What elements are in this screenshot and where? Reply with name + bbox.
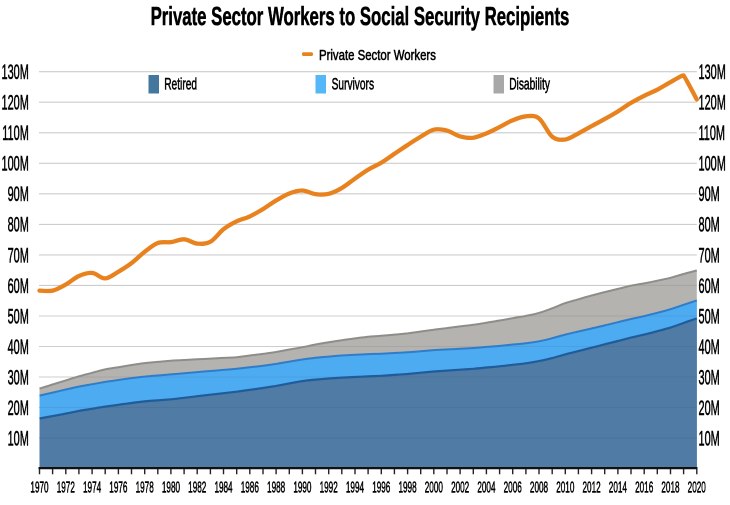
svg-text:70M: 70M bbox=[699, 243, 720, 267]
svg-text:60M: 60M bbox=[699, 274, 720, 298]
svg-text:100M: 100M bbox=[699, 152, 726, 176]
svg-text:10M: 10M bbox=[8, 427, 29, 451]
svg-text:2008: 2008 bbox=[530, 479, 548, 497]
svg-text:2016: 2016 bbox=[635, 479, 653, 497]
svg-text:1986: 1986 bbox=[241, 479, 259, 497]
svg-text:2020: 2020 bbox=[688, 479, 706, 497]
svg-text:30M: 30M bbox=[8, 366, 29, 390]
svg-text:100M: 100M bbox=[2, 152, 29, 176]
svg-text:1982: 1982 bbox=[188, 479, 206, 497]
svg-text:2002: 2002 bbox=[451, 479, 469, 497]
svg-text:1984: 1984 bbox=[214, 479, 232, 497]
svg-text:Retired: Retired bbox=[164, 74, 197, 93]
svg-text:110M: 110M bbox=[2, 121, 28, 145]
svg-text:Disability: Disability bbox=[509, 74, 550, 93]
svg-text:70M: 70M bbox=[8, 243, 29, 267]
svg-text:2014: 2014 bbox=[609, 479, 627, 497]
svg-text:1996: 1996 bbox=[372, 479, 390, 497]
svg-text:2004: 2004 bbox=[477, 479, 495, 497]
svg-text:30M: 30M bbox=[699, 366, 720, 390]
svg-text:90M: 90M bbox=[8, 182, 29, 206]
svg-text:90M: 90M bbox=[699, 182, 720, 206]
svg-text:1988: 1988 bbox=[267, 479, 285, 497]
svg-text:1976: 1976 bbox=[109, 479, 127, 497]
svg-text:20M: 20M bbox=[699, 396, 720, 420]
svg-text:20M: 20M bbox=[8, 396, 29, 420]
svg-text:40M: 40M bbox=[699, 335, 720, 359]
svg-text:40M: 40M bbox=[8, 335, 29, 359]
svg-text:1980: 1980 bbox=[162, 479, 180, 497]
svg-text:110M: 110M bbox=[699, 121, 725, 145]
svg-text:Private Sector Workers to Soci: Private Sector Workers to Social Securit… bbox=[151, 1, 570, 31]
svg-text:130M: 130M bbox=[2, 60, 29, 84]
svg-text:50M: 50M bbox=[8, 305, 29, 329]
svg-text:2000: 2000 bbox=[425, 479, 443, 497]
svg-text:Survivors: Survivors bbox=[332, 74, 374, 93]
svg-text:80M: 80M bbox=[699, 213, 720, 237]
svg-text:50M: 50M bbox=[699, 305, 720, 329]
svg-text:60M: 60M bbox=[8, 274, 29, 298]
svg-text:Private Sector Workers: Private Sector Workers bbox=[319, 46, 436, 63]
svg-text:120M: 120M bbox=[2, 91, 29, 115]
svg-text:1970: 1970 bbox=[30, 479, 48, 497]
svg-text:1990: 1990 bbox=[293, 479, 311, 497]
svg-text:2010: 2010 bbox=[556, 479, 574, 497]
svg-text:2012: 2012 bbox=[583, 479, 601, 497]
svg-text:10M: 10M bbox=[699, 427, 720, 451]
svg-text:1998: 1998 bbox=[398, 479, 416, 497]
svg-text:1978: 1978 bbox=[136, 479, 154, 497]
svg-text:1994: 1994 bbox=[346, 479, 364, 497]
svg-text:1972: 1972 bbox=[57, 479, 75, 497]
svg-text:130M: 130M bbox=[699, 60, 726, 84]
svg-text:2006: 2006 bbox=[504, 479, 522, 497]
svg-text:120M: 120M bbox=[699, 91, 726, 115]
svg-text:80M: 80M bbox=[8, 213, 29, 237]
svg-text:2018: 2018 bbox=[661, 479, 679, 497]
svg-text:1974: 1974 bbox=[83, 479, 101, 497]
svg-text:1992: 1992 bbox=[320, 479, 338, 497]
